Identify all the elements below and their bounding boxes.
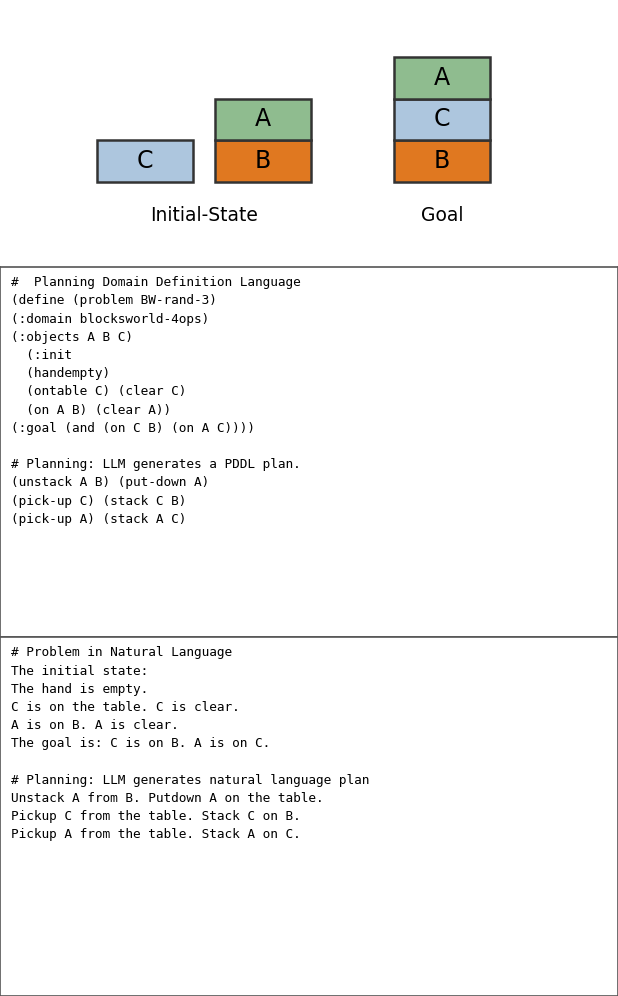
Text: Initial-State: Initial-State [150,205,258,224]
Bar [98,140,193,181]
Text: A: A [255,108,271,131]
Text: B: B [255,148,271,173]
Text: # Problem in Natural Language
The initial state:
The hand is empty.
C is on the : # Problem in Natural Language The initia… [11,646,370,842]
Bar [215,99,311,140]
Text: A: A [434,66,450,90]
Bar [394,140,489,181]
Text: #  Planning Domain Definition Language
(define (problem BW-rand-3)
(:domain bloc: # Planning Domain Definition Language (d… [11,276,301,526]
Bar [394,99,489,140]
Text: C: C [137,148,153,173]
Text: B: B [434,148,450,173]
Bar [215,140,311,181]
Text: C: C [434,108,450,131]
Bar [394,58,489,99]
Text: Goal: Goal [421,205,463,224]
